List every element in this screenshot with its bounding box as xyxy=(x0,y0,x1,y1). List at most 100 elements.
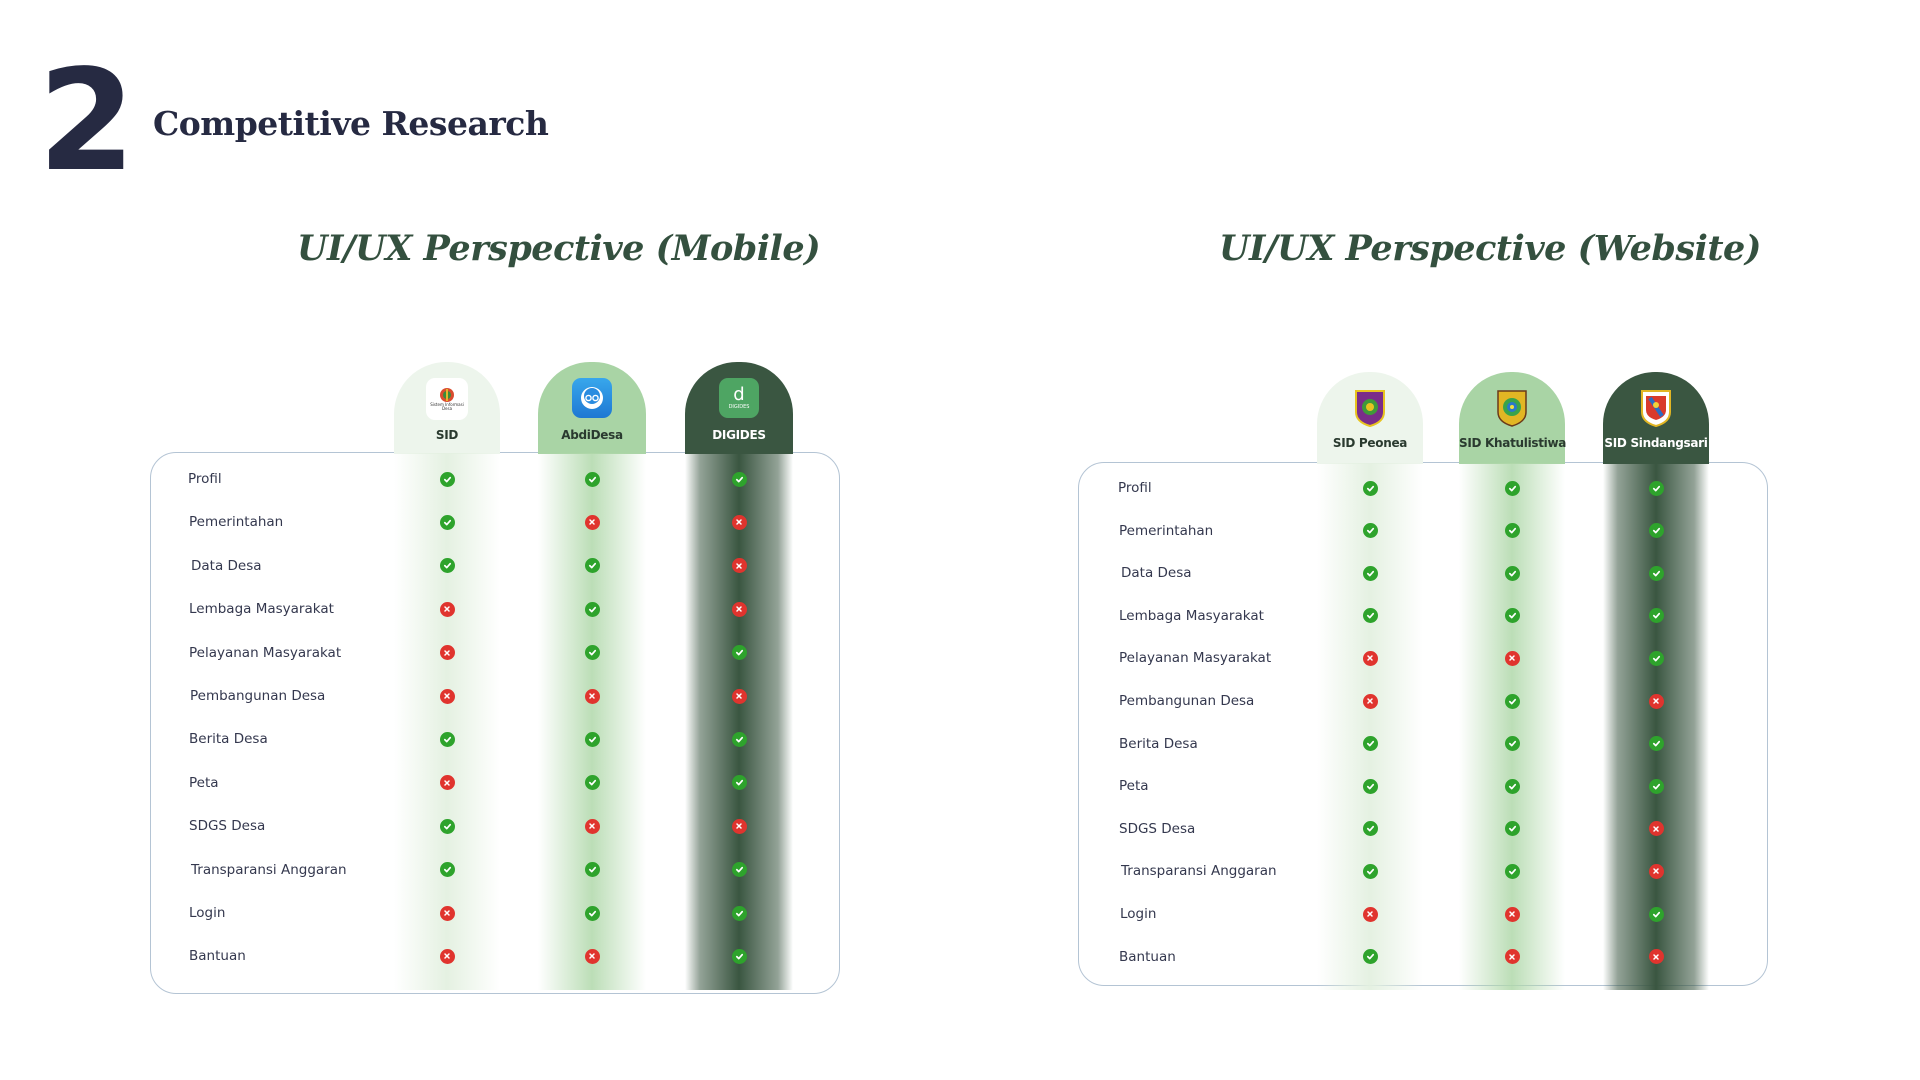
column-highlight xyxy=(1459,463,1565,990)
logo-caption: Sistem Informasi Desa xyxy=(430,401,464,411)
check-icon xyxy=(584,558,600,574)
mobile-comparison-table: Sistem Informasi Desa SID AbdiDesa d DIGIDES… xyxy=(150,362,840,994)
check-icon xyxy=(1504,565,1520,581)
feature-label: Profil xyxy=(1118,480,1152,496)
check-icon xyxy=(731,775,747,791)
feature-label: Transparansi Anggaran xyxy=(1121,863,1277,880)
column-header: Sistem Informasi Desa SID xyxy=(394,362,500,454)
column-highlight xyxy=(685,453,793,990)
digides-letter: d xyxy=(733,384,745,405)
cross-icon xyxy=(1504,906,1520,922)
column-header: d DIGIDES DIGIDES xyxy=(685,362,793,454)
check-icon xyxy=(584,862,600,878)
cross-icon xyxy=(584,948,600,964)
column-header: SID Peonea xyxy=(1317,372,1423,464)
column-name: SID Sindangsari xyxy=(1604,436,1708,450)
cross-icon xyxy=(1648,949,1664,965)
cross-icon xyxy=(584,514,600,530)
check-icon xyxy=(1362,608,1378,624)
cross-icon xyxy=(439,688,455,704)
check-icon xyxy=(1648,778,1664,794)
column-header: SID Khatulistiwa xyxy=(1459,372,1566,464)
cross-icon xyxy=(584,818,600,834)
check-icon xyxy=(1362,523,1378,539)
feature-label: Data Desa xyxy=(1121,565,1192,582)
cross-icon xyxy=(1362,650,1378,666)
cross-icon xyxy=(439,601,455,617)
check-icon xyxy=(1648,906,1664,922)
feature-label: Login xyxy=(1120,906,1157,922)
check-icon xyxy=(584,905,600,921)
competitor-column: SID Khatulistiwa xyxy=(1459,372,1566,990)
feature-label: Data Desa xyxy=(191,557,262,574)
feature-label: Pelayanan Masyarakat xyxy=(189,644,342,661)
check-icon xyxy=(1504,480,1520,496)
cross-icon xyxy=(439,905,455,921)
check-icon xyxy=(1504,863,1520,879)
feature-label: Lembaga Masyarakat xyxy=(189,601,334,618)
check-icon xyxy=(584,601,600,617)
feature-label: Pembangunan Desa xyxy=(1119,693,1255,709)
check-icon xyxy=(584,775,600,791)
check-icon xyxy=(1362,736,1378,752)
feature-label: SDGS Desa xyxy=(1119,820,1196,837)
check-icon xyxy=(584,471,600,487)
website-panel-title: UI/UX Perspective (Website) xyxy=(1219,228,1761,269)
village-emblem-icon: Sistem Informasi Desa xyxy=(426,378,468,420)
check-icon xyxy=(1648,736,1664,752)
check-icon xyxy=(439,558,455,574)
check-icon xyxy=(1504,821,1520,837)
mobile-panel-title: UI/UX Perspective (Mobile) xyxy=(297,228,821,269)
cross-icon xyxy=(439,948,455,964)
feature-label: Login xyxy=(189,905,226,921)
check-icon xyxy=(439,514,455,530)
feature-label: Transparansi Anggaran xyxy=(191,861,347,878)
cross-icon xyxy=(1648,693,1664,709)
check-icon xyxy=(584,731,600,747)
cross-icon xyxy=(731,601,747,617)
check-icon xyxy=(1504,608,1520,624)
column-highlight xyxy=(394,453,500,990)
check-icon xyxy=(1504,693,1520,709)
feature-label: Bantuan xyxy=(189,948,246,965)
cross-icon xyxy=(731,514,747,530)
cross-icon xyxy=(1362,906,1378,922)
feature-label: Peta xyxy=(1119,778,1149,795)
feature-label: Lembaga Masyarakat xyxy=(1119,607,1264,624)
column-name: SID xyxy=(435,428,459,442)
column-header: AbdiDesa xyxy=(538,362,646,454)
check-icon xyxy=(584,645,600,661)
competitor-column: d DIGIDES DIGIDES xyxy=(685,362,793,994)
competitor-column: AbdiDesa xyxy=(538,362,646,994)
check-icon xyxy=(1362,480,1378,496)
feature-label: SDGS Desa xyxy=(189,818,266,835)
column-name: AbdiDesa xyxy=(561,428,623,442)
check-icon xyxy=(731,731,747,747)
check-icon xyxy=(731,905,747,921)
check-icon xyxy=(1648,565,1664,581)
column-header: SID Sindangsari xyxy=(1603,372,1709,464)
check-icon xyxy=(439,818,455,834)
website-comparison-table: SID Peonea SID Khatulistiwa SID Sindangsar… xyxy=(1078,372,1768,990)
feature-label: Pelayanan Masyarakat xyxy=(1119,650,1272,667)
check-icon xyxy=(1362,949,1378,965)
check-icon xyxy=(439,862,455,878)
cross-icon xyxy=(731,688,747,704)
cross-icon xyxy=(731,558,747,574)
feature-label: Pembangunan Desa xyxy=(190,688,326,704)
check-icon xyxy=(731,948,747,964)
column-highlight xyxy=(1603,463,1709,990)
column-name: DIGIDES xyxy=(712,428,766,442)
competitor-column: Sistem Informasi Desa SID xyxy=(394,362,500,994)
peonea-emblem-icon xyxy=(1350,388,1390,428)
check-icon xyxy=(1648,523,1664,539)
digides-logo-text: DIGIDES xyxy=(728,404,750,410)
feature-label: Peta xyxy=(189,774,219,791)
check-icon xyxy=(731,862,747,878)
check-icon xyxy=(439,731,455,747)
check-icon xyxy=(1648,650,1664,666)
digides-app-icon: d DIGIDES xyxy=(719,378,759,418)
check-icon xyxy=(731,645,747,661)
cross-icon xyxy=(1648,863,1664,879)
check-icon xyxy=(1362,778,1378,794)
